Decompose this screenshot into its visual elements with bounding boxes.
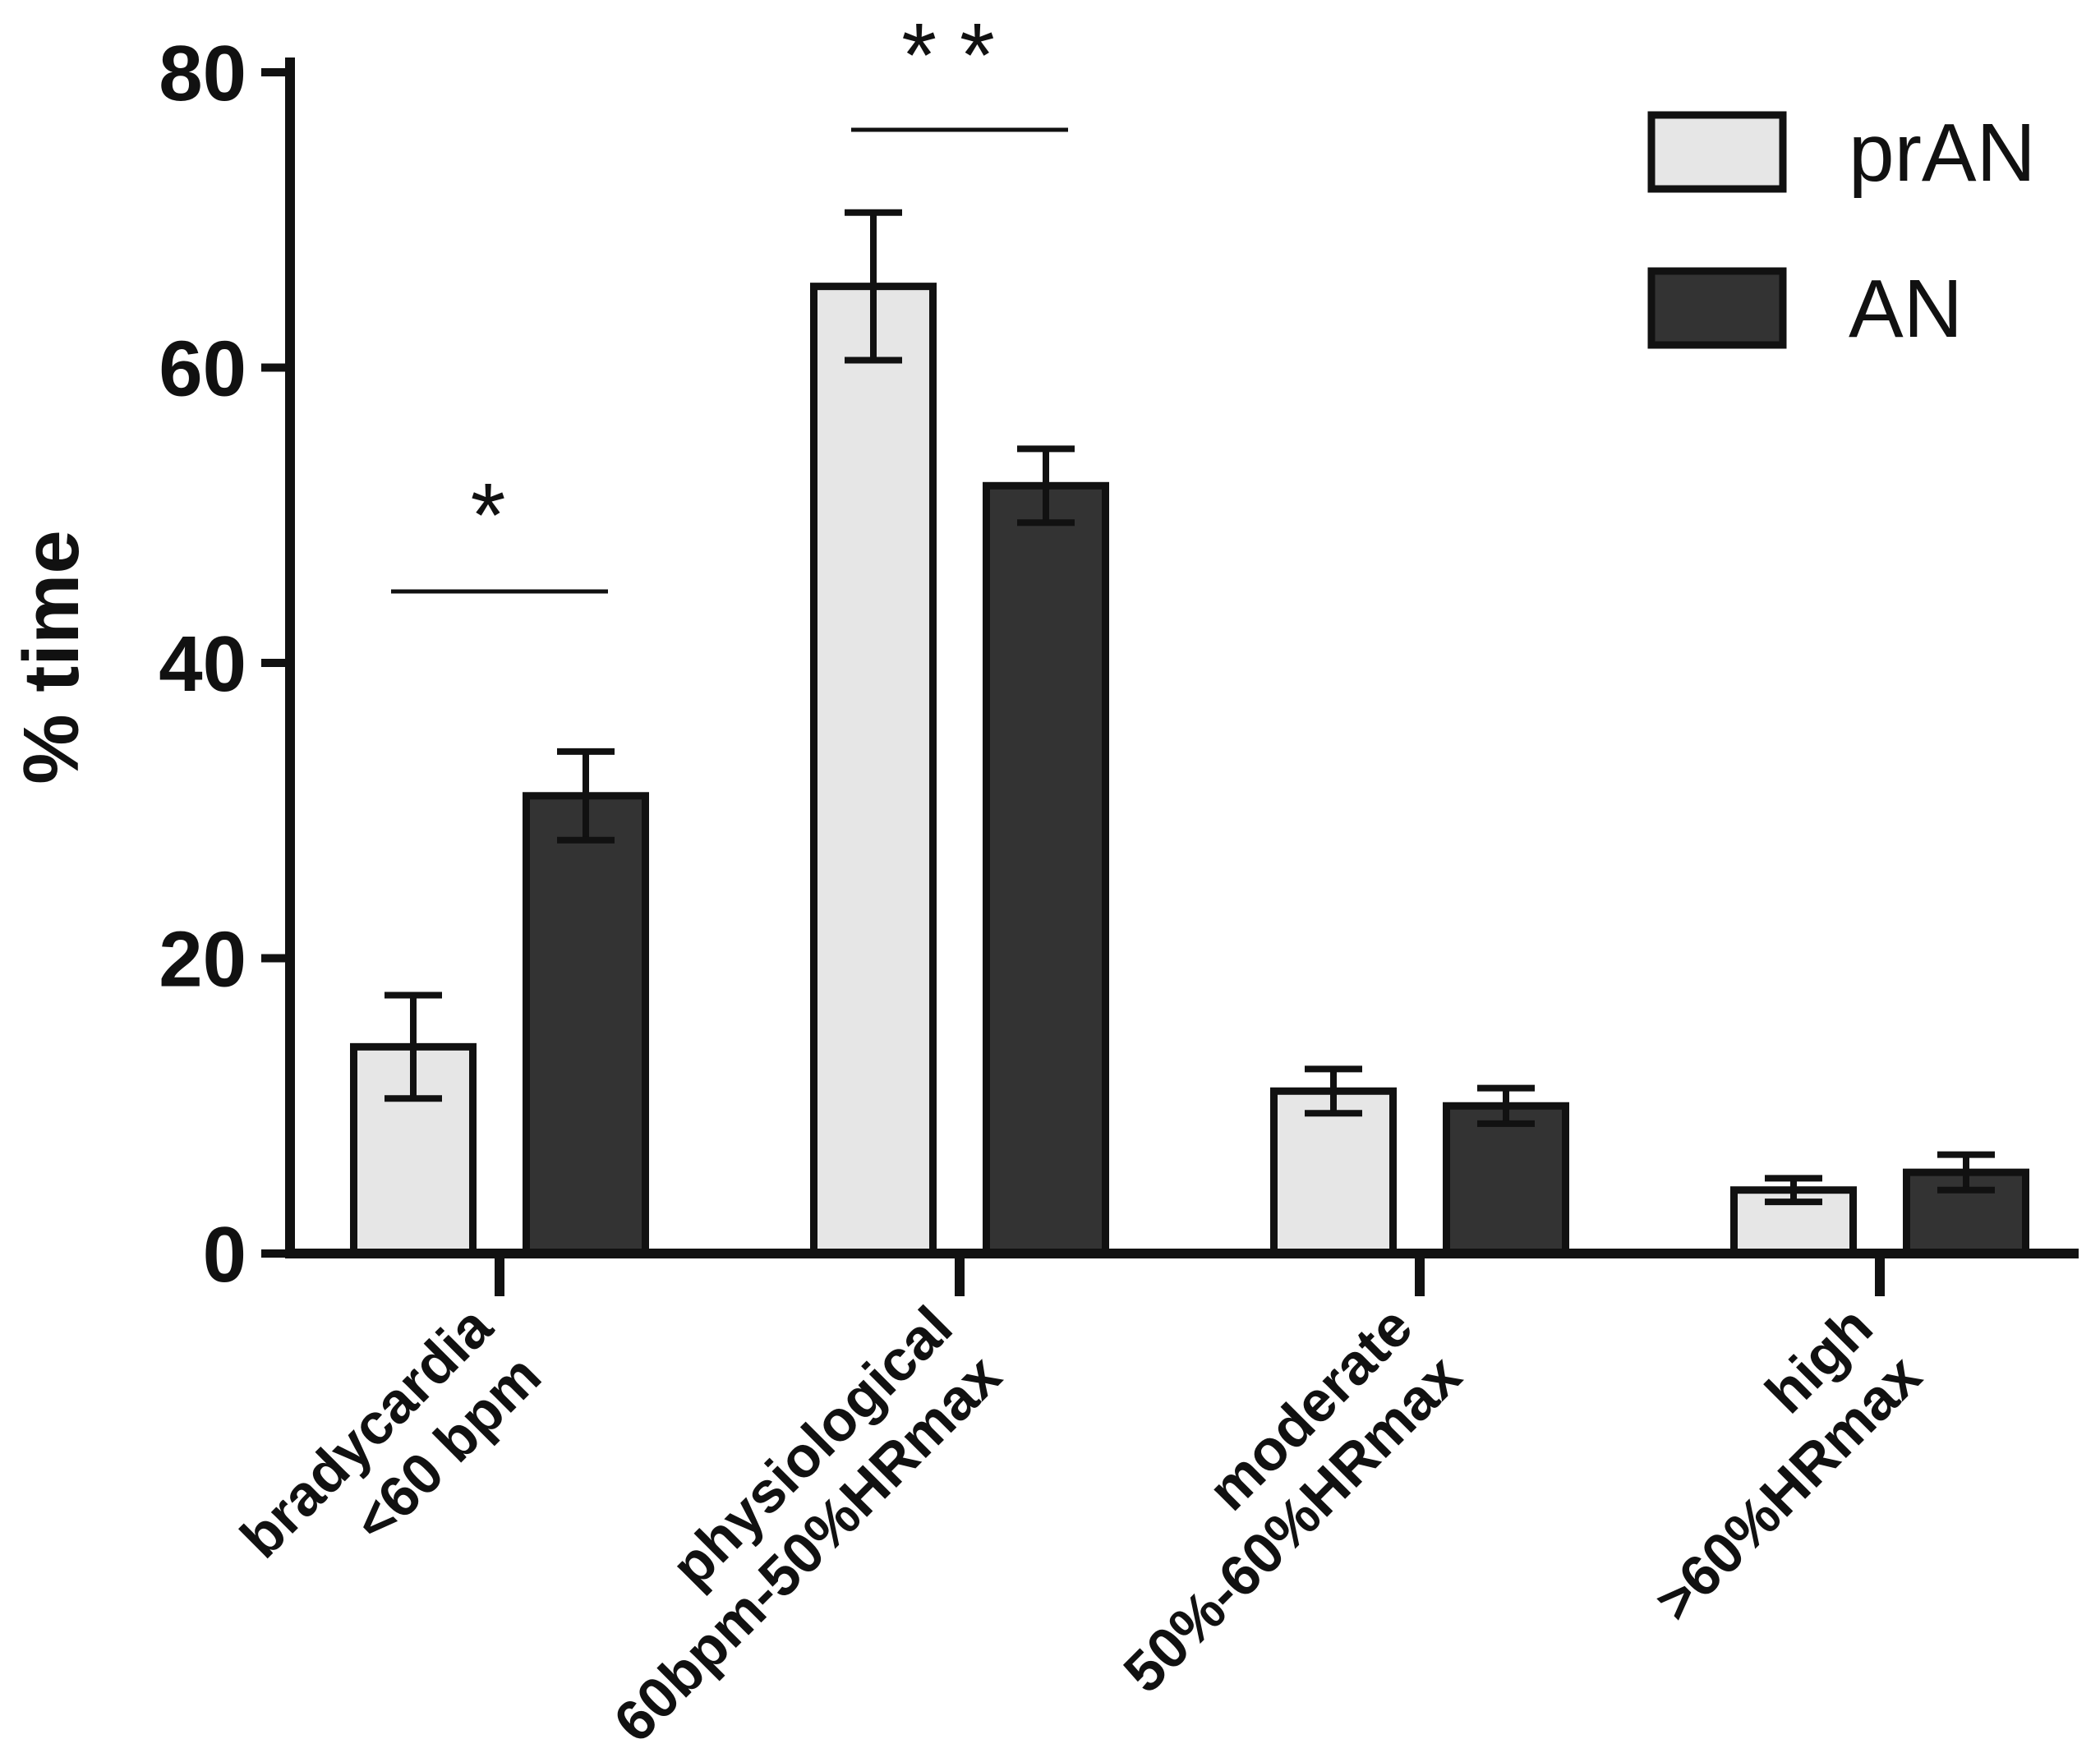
bar-AN-0: [523, 792, 649, 1258]
y-tick-label-40: 40: [159, 620, 246, 708]
legend-swatch-prAN: [1647, 111, 1787, 193]
bar-AN-3: [1903, 1168, 2029, 1258]
y-axis-title: % time: [7, 530, 95, 784]
category-labels-group: bradycardia<60 bpm physiological60bpm-50%…: [228, 1294, 1933, 1755]
y-tick-label-0: 0: [203, 1211, 246, 1299]
error-bars-group: [385, 209, 1995, 1206]
category-label-0: bradycardia<60 bpm: [228, 1294, 554, 1619]
category-label-3: high>60%HRmax: [1594, 1294, 1933, 1633]
significance-group: ***: [391, 5, 1068, 594]
legend: prAN AN: [1647, 107, 2036, 355]
bar-AN-1: [983, 481, 1109, 1258]
category-label-2: moderate50%-60%HRmax: [1062, 1294, 1473, 1704]
bar-prAN-1: [810, 283, 937, 1258]
legend-label-prAN: prAN: [1849, 107, 2036, 199]
legend-label-AN: AN: [1849, 263, 1963, 355]
y-tick-label-20: 20: [159, 916, 246, 1004]
y-tick-label-80: 80: [159, 30, 246, 117]
legend-swatch-AN: [1647, 267, 1787, 349]
bars-group: [350, 283, 2029, 1258]
y-tick-label-60: 60: [159, 325, 246, 413]
category-label-1: physiological60bpm-50%HRmax: [553, 1294, 1013, 1754]
significance-label-1: **: [901, 5, 1018, 106]
x-ticks-group: [495, 1254, 1885, 1296]
y-ticks-group: 0 20 40 60 80: [159, 30, 290, 1299]
axes-group: [285, 58, 2079, 1258]
significance-label-0: *: [471, 465, 529, 566]
bar-AN-2: [1443, 1102, 1569, 1258]
